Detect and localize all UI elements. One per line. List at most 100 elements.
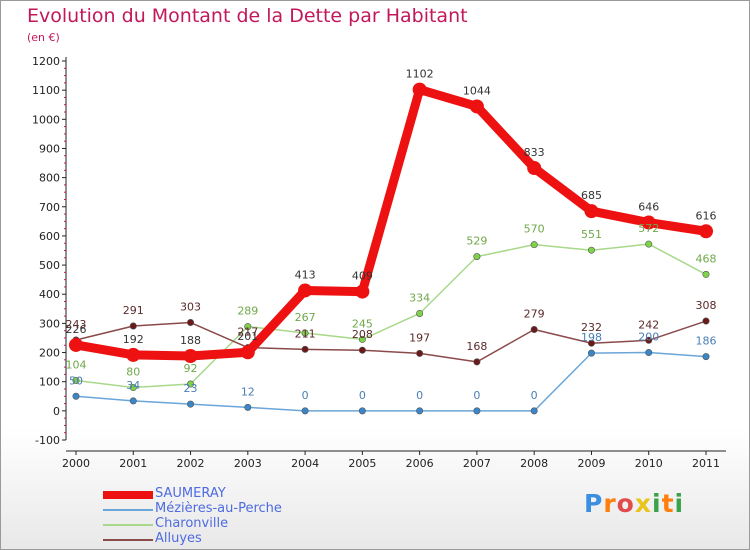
data-label: 0: [473, 389, 480, 402]
data-label: 646: [638, 201, 659, 214]
series-line-3: [75, 320, 707, 363]
data-point: [183, 349, 198, 364]
y-tick-label: 700: [39, 201, 60, 214]
y-tick-label: 800: [39, 172, 60, 185]
data-point: [645, 240, 653, 248]
data-label: 232: [581, 321, 602, 334]
data-label: 92: [184, 362, 198, 375]
x-tick-label: 2005: [348, 457, 376, 470]
data-point: [240, 345, 255, 360]
x-tick-label: 2001: [119, 457, 147, 470]
x-tick-label: 2008: [520, 457, 548, 470]
data-point: [416, 349, 424, 357]
chart-title: Evolution du Montant de la Dette par Hab…: [27, 5, 468, 27]
y-tick-label: -100: [35, 434, 60, 447]
data-label: 200: [638, 331, 659, 344]
y-tick-label: 100: [39, 376, 60, 389]
y-tick-label: 1100: [32, 84, 60, 97]
data-label: 303: [180, 301, 201, 314]
data-point: [702, 353, 710, 361]
x-tick-label: 2000: [62, 457, 90, 470]
data-point: [358, 335, 366, 343]
data-label: 201: [237, 330, 258, 343]
legend-swatch: [103, 539, 153, 541]
data-point: [587, 246, 595, 254]
data-point: [645, 336, 653, 344]
data-label: 34: [126, 379, 140, 392]
data-label: 334: [409, 291, 430, 304]
data-label: 308: [696, 299, 717, 312]
data-label: 529: [466, 235, 487, 248]
data-label: 243: [66, 318, 87, 331]
series-line-1: [75, 351, 707, 412]
data-point: [530, 407, 538, 415]
data-label: 80: [126, 366, 140, 379]
chart-subtitle: (en €): [27, 31, 60, 44]
data-label: 198: [581, 331, 602, 344]
data-point: [527, 160, 542, 175]
data-label: 186: [696, 335, 717, 348]
data-label: 12: [241, 385, 255, 398]
x-tick-label: 2007: [463, 457, 491, 470]
data-point: [587, 349, 595, 357]
data-label: 279: [524, 308, 545, 321]
data-label: 0: [359, 389, 366, 402]
data-label: 188: [180, 334, 201, 347]
data-point: [702, 317, 710, 325]
legend-swatch: [103, 509, 153, 511]
x-tick-label: 2010: [635, 457, 663, 470]
data-point: [72, 392, 80, 400]
data-point: [129, 384, 137, 392]
data-point: [301, 407, 309, 415]
y-tick-label: 600: [39, 230, 60, 243]
data-point: [473, 253, 481, 261]
data-point: [358, 346, 366, 354]
data-label: 289: [237, 305, 258, 318]
data-label: 217: [237, 326, 258, 339]
x-tick-label: 2002: [177, 457, 205, 470]
data-label: 1102: [406, 68, 434, 81]
data-point: [699, 224, 713, 239]
data-label: 211: [295, 327, 316, 340]
data-label: 413: [295, 268, 316, 281]
y-tick-label: 300: [39, 317, 60, 330]
y-tick-label: 200: [39, 347, 60, 360]
data-point: [416, 407, 424, 415]
data-point: [587, 339, 595, 347]
data-point: [469, 99, 484, 114]
data-point: [355, 284, 370, 299]
data-point: [187, 400, 195, 408]
data-label: 267: [295, 311, 316, 324]
data-label: 208: [352, 328, 373, 341]
data-point: [69, 337, 83, 352]
legend-label: Mézières-au-Perche: [155, 501, 282, 516]
data-label: 570: [524, 223, 545, 236]
data-point: [129, 397, 137, 405]
data-point: [301, 329, 309, 337]
y-tick-label: 1000: [32, 113, 60, 126]
data-label: 192: [123, 333, 144, 346]
data-point: [530, 241, 538, 249]
legend-label: SAUMERAY: [155, 486, 226, 501]
legend-label: Charonville: [155, 516, 229, 531]
x-tick-label: 2011: [692, 457, 720, 470]
data-point: [473, 358, 481, 366]
data-point: [301, 345, 309, 353]
data-point: [412, 82, 427, 97]
data-label: 833: [524, 146, 545, 159]
data-point: [244, 403, 252, 411]
data-point: [641, 215, 656, 230]
data-label: 551: [581, 228, 602, 241]
data-label: 468: [696, 252, 717, 265]
proxiti-logo: Proxiti: [584, 489, 685, 518]
data-point: [72, 377, 80, 385]
legend-label: Alluyes: [155, 531, 202, 546]
data-label: 291: [123, 304, 144, 317]
data-label: 685: [581, 189, 602, 202]
data-label: 0: [531, 389, 538, 402]
data-label: 0: [302, 389, 309, 402]
data-label: 242: [638, 318, 659, 331]
legend-swatch: [103, 524, 153, 526]
x-tick-label: 2004: [291, 457, 319, 470]
